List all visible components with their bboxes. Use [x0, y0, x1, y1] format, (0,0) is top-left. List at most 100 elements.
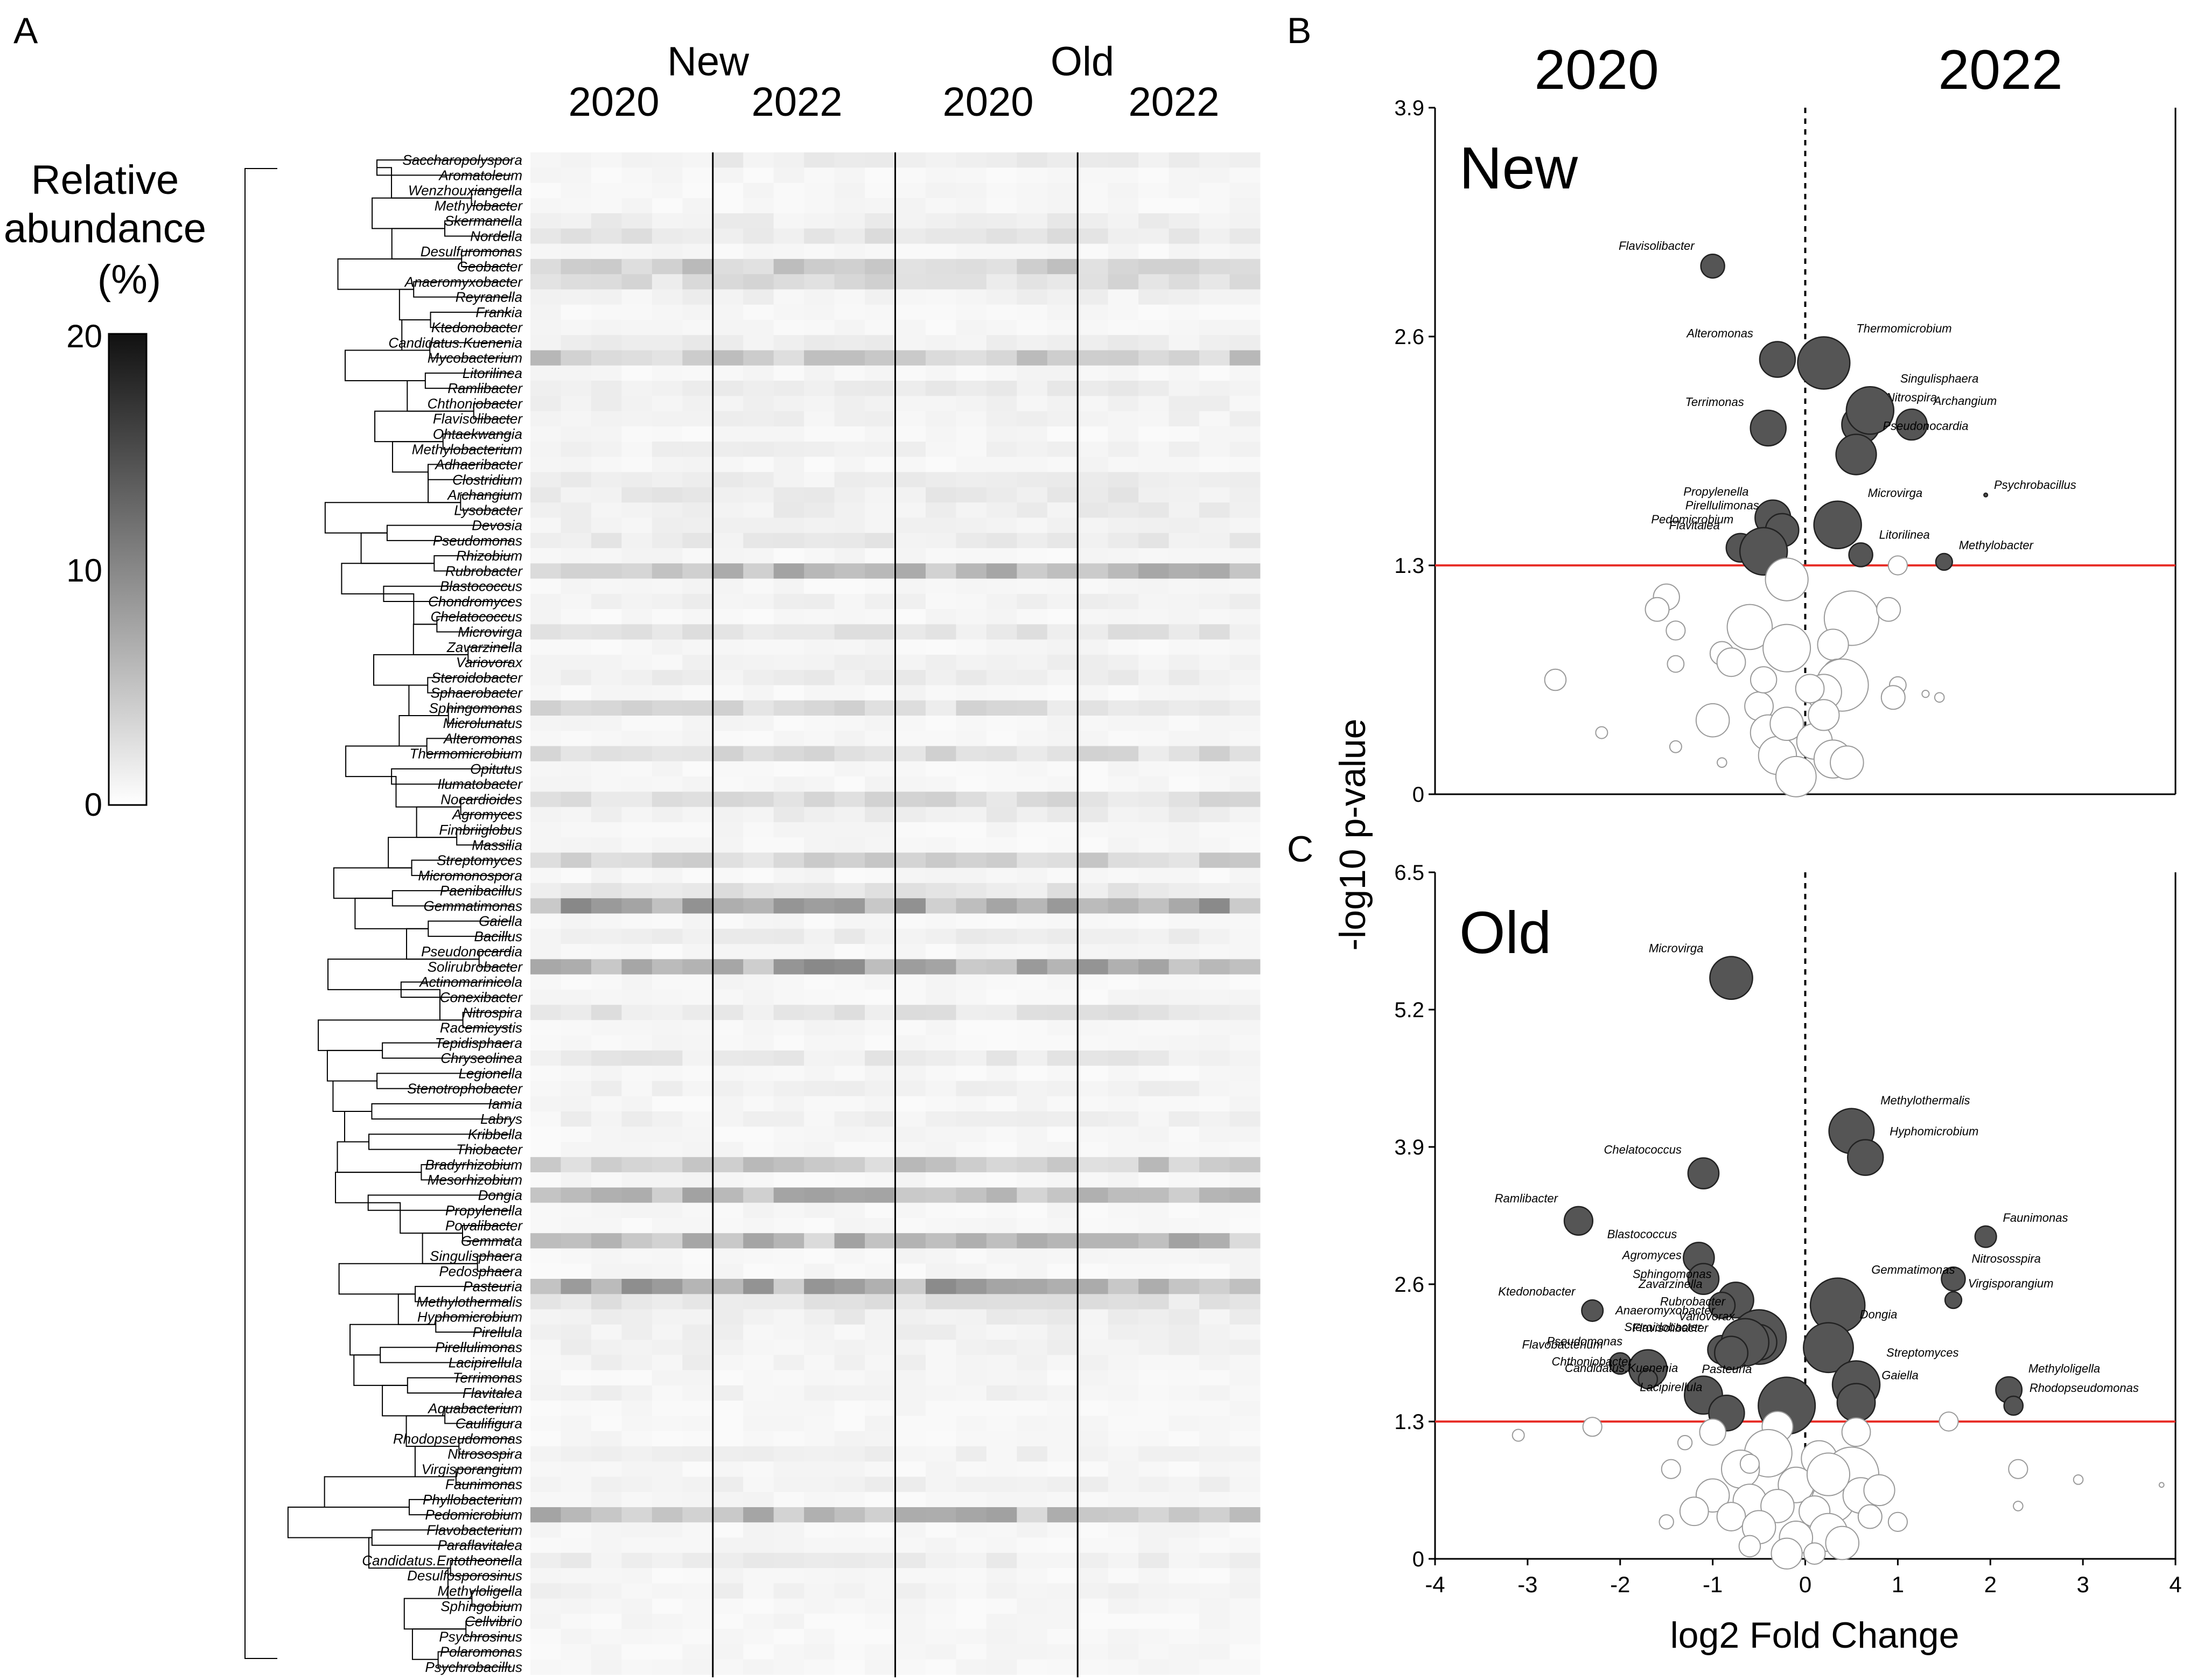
heatmap-cell: [1229, 1659, 1261, 1675]
heatmap-cell: [682, 258, 713, 275]
heatmap-cell: [1199, 1263, 1230, 1279]
heatmap-cell: [773, 304, 804, 320]
heatmap-cell: [1108, 1278, 1139, 1294]
heatmap-cell: [865, 183, 895, 199]
heatmap-cell: [895, 761, 926, 777]
heatmap-cell: [1138, 167, 1170, 184]
heatmap-cell: [1138, 1416, 1170, 1432]
row-label: Methylobacter: [435, 198, 523, 214]
heatmap-cell: [682, 1081, 713, 1097]
heatmap-cell: [743, 593, 774, 610]
heatmap-cell: [834, 1355, 865, 1371]
heatmap-cell: [1169, 1278, 1200, 1294]
heatmap-cell: [743, 243, 774, 260]
heatmap-cell: [1199, 319, 1230, 335]
heatmap-cell: [682, 715, 713, 731]
heatmap-cell: [865, 381, 895, 396]
heatmap-cell: [1169, 1324, 1200, 1340]
heatmap-cell: [956, 1416, 987, 1432]
dendrogram-branch: [413, 281, 512, 298]
heatmap-cell: [652, 335, 683, 351]
row-label: Geobacter: [457, 258, 523, 275]
heatmap-cell: [773, 1050, 804, 1066]
heatmap-cell: [1169, 792, 1200, 808]
row-label: Candidatus.Kuenenia: [388, 334, 522, 351]
heatmap-cell: [1199, 350, 1230, 366]
heatmap-cell: [1169, 350, 1200, 366]
heatmap-cell: [591, 167, 622, 184]
heatmap-cell: [865, 1401, 895, 1416]
heatmap-cell: [804, 304, 835, 320]
row-label: Methylothermalis: [416, 1293, 522, 1310]
heatmap-cell: [1017, 411, 1048, 427]
heatmap-cell: [621, 152, 653, 168]
heatmap-cell: [1017, 1613, 1048, 1629]
heatmap-cell: [804, 1111, 835, 1127]
heatmap-cell: [652, 1385, 683, 1401]
row-label: Reyranella: [456, 289, 522, 305]
heatmap-cell: [530, 1476, 561, 1493]
row-label: Dongia: [478, 1187, 522, 1203]
heatmap-cell: [773, 959, 804, 975]
heatmap-cell: [682, 442, 713, 457]
heatmap-cell: [986, 639, 1017, 655]
heatmap-cell: [1047, 1629, 1078, 1644]
heatmap-cell: [561, 898, 592, 914]
heatmap-cell: [1077, 1050, 1109, 1066]
point-label: Propylenella: [1683, 485, 1748, 499]
heatmap-cell: [773, 243, 804, 260]
heatmap-cell: [530, 1111, 561, 1127]
heatmap-cell: [712, 1507, 744, 1523]
point-nonsignificant: [1795, 674, 1825, 704]
heatmap-cell: [1047, 1172, 1078, 1188]
heatmap-cell: [956, 761, 987, 777]
heatmap-cell: [1199, 274, 1230, 290]
heatmap-cell: [561, 517, 592, 534]
heatmap-cell: [1047, 213, 1078, 229]
heatmap-cell: [804, 228, 835, 244]
heatmap-cell: [561, 426, 592, 442]
heatmap-cell: [986, 913, 1017, 929]
heatmap-cell: [1199, 1187, 1230, 1203]
heatmap-cell: [621, 1248, 653, 1264]
heatmap-cell: [652, 1096, 683, 1112]
heatmap-cell: [865, 1552, 895, 1569]
heatmap-cell: [986, 502, 1017, 518]
panel-label-a: A: [13, 10, 38, 51]
heatmap-cell: [865, 243, 895, 260]
heatmap-cell: [1169, 837, 1200, 853]
heatmap-cell: [986, 1476, 1017, 1493]
heatmap-cell: [956, 1340, 987, 1355]
heatmap-cell: [1199, 1309, 1230, 1325]
heatmap-cell: [925, 807, 956, 823]
heatmap-cell: [682, 228, 713, 244]
heatmap-cell: [1138, 1522, 1170, 1538]
heatmap-cell: [925, 274, 956, 290]
heatmap-cell: [743, 1278, 774, 1294]
heatmap-cell: [804, 1217, 835, 1234]
row-label: Clostridium: [452, 472, 522, 488]
heatmap-cell: [591, 685, 622, 701]
heatmap-cell: [895, 1355, 926, 1371]
heatmap-cell: [530, 548, 561, 564]
heatmap-cell: [804, 426, 835, 442]
heatmap-cell: [652, 1522, 683, 1538]
heatmap-cell: [712, 654, 744, 670]
heatmap-cell: [986, 1066, 1017, 1081]
heatmap-cell: [865, 959, 895, 975]
heatmap-cell: [1229, 228, 1261, 244]
heatmap-cell: [834, 867, 865, 884]
row-label: Zavarzinella: [446, 639, 522, 655]
y-tick-label: 0: [1412, 1548, 1424, 1571]
heatmap-cell: [804, 213, 835, 229]
heatmap-cell: [1017, 593, 1048, 610]
heatmap-cell: [1047, 396, 1078, 412]
heatmap-cell: [1169, 213, 1200, 229]
heatmap-cell: [591, 457, 622, 473]
heatmap-cell: [1108, 593, 1139, 610]
heatmap-cell: [1047, 913, 1078, 929]
heatmap-cell: [1017, 670, 1048, 685]
heatmap-cell: [561, 913, 592, 929]
heatmap-cell: [895, 243, 926, 260]
heatmap-cell: [956, 289, 987, 305]
